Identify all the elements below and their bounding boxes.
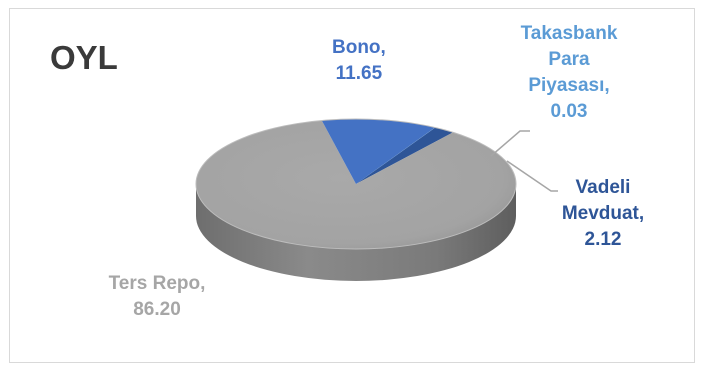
slice-label-ters-repo: Ters Repo, 86.20 — [92, 271, 222, 323]
pie-leader-lines — [490, 130, 558, 192]
slice-name-takasbank-line3: Piyasası, — [528, 75, 610, 96]
slice-name-takasbank-line1: Takasbank — [520, 23, 618, 44]
leader-takasbank — [490, 130, 530, 157]
leader-vadeli-mevduat — [506, 160, 558, 192]
pie-depth — [196, 184, 516, 281]
pie-chart — [195, 118, 558, 281]
slice-value-bono: 11.65 — [335, 63, 383, 84]
slice-name-takasbank-line2: Para — [548, 49, 590, 70]
pie-rim — [195, 118, 517, 250]
pie-side — [196, 184, 516, 281]
pie-slice-vadeli-mevduat — [356, 127, 454, 184]
slice-name-vadeli-line1: Vadeli — [575, 177, 631, 198]
slice-value-vadeli: 2.12 — [584, 229, 622, 250]
pie-slice-bono — [321, 119, 436, 184]
slice-value-ters-repo: 86.20 — [133, 299, 181, 320]
pie-top — [195, 118, 517, 250]
chart-title: OYL — [50, 39, 118, 76]
pie-slice-ters-repo — [195, 120, 516, 249]
slice-value-takasbank: 0.03 — [550, 101, 588, 122]
slice-name-vadeli-line2: Mevduat, — [561, 203, 645, 224]
pie-slice-takasbank-para-piyasas- — [356, 127, 436, 184]
slice-label-takasbank: Takasbank Para Piyasası, 0.03 — [509, 21, 629, 125]
slice-label-bono: Bono, 11.65 — [332, 35, 386, 87]
chart-frame: OYL Bono, 11.65 Takasbank Para Piyasası,… — [9, 8, 695, 363]
slice-label-vadeli-mevduat: Vadeli Mevduat, 2.12 — [548, 175, 658, 253]
slice-name-bono: Bono, — [332, 37, 386, 58]
slice-name-ters-repo: Ters Repo, — [108, 273, 206, 294]
